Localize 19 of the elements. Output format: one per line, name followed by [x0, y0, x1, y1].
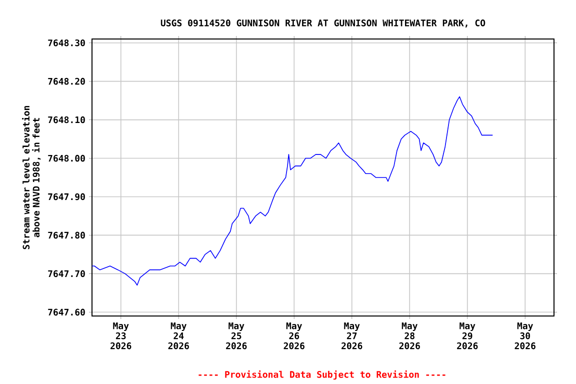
y-tick-label: 7647.60 — [48, 308, 85, 316]
text: ---- Provisional Data Subject to Revision ---- — [198, 370, 446, 380]
x-tick-label: May 30 2026 — [514, 322, 536, 350]
x-tick-label: May 29 2026 — [457, 322, 478, 350]
y-tick-label: 7647.80 — [48, 232, 85, 239]
y-tick-label: 7647.90 — [48, 193, 85, 200]
x-tick-label: May 27 2026 — [342, 322, 362, 350]
y-tick-label: 7648.30 — [48, 39, 85, 46]
y-tick-label: 7648.20 — [48, 78, 85, 85]
x-tick-label: May 23 2026 — [110, 322, 132, 350]
y-tick-label: 7647.70 — [48, 270, 85, 278]
y-tick-label: 7648.10 — [48, 116, 85, 124]
y-axis-title: Stream water level elevation above NAVD 1988, in feet — [22, 106, 41, 250]
x-tick-label: May 28 2026 — [399, 322, 420, 350]
x-tick-label: May 26 2026 — [284, 322, 304, 350]
x-tick-label: May 25 2026 — [226, 322, 247, 350]
x-tick-label: May 24 2026 — [168, 322, 189, 350]
y-tick-label: 7648.00 — [48, 154, 85, 162]
chart-title: USGS 09114520 GUNNISON RIVER AT GUNNISON WHITEWATER PARK, CO — [160, 20, 486, 28]
